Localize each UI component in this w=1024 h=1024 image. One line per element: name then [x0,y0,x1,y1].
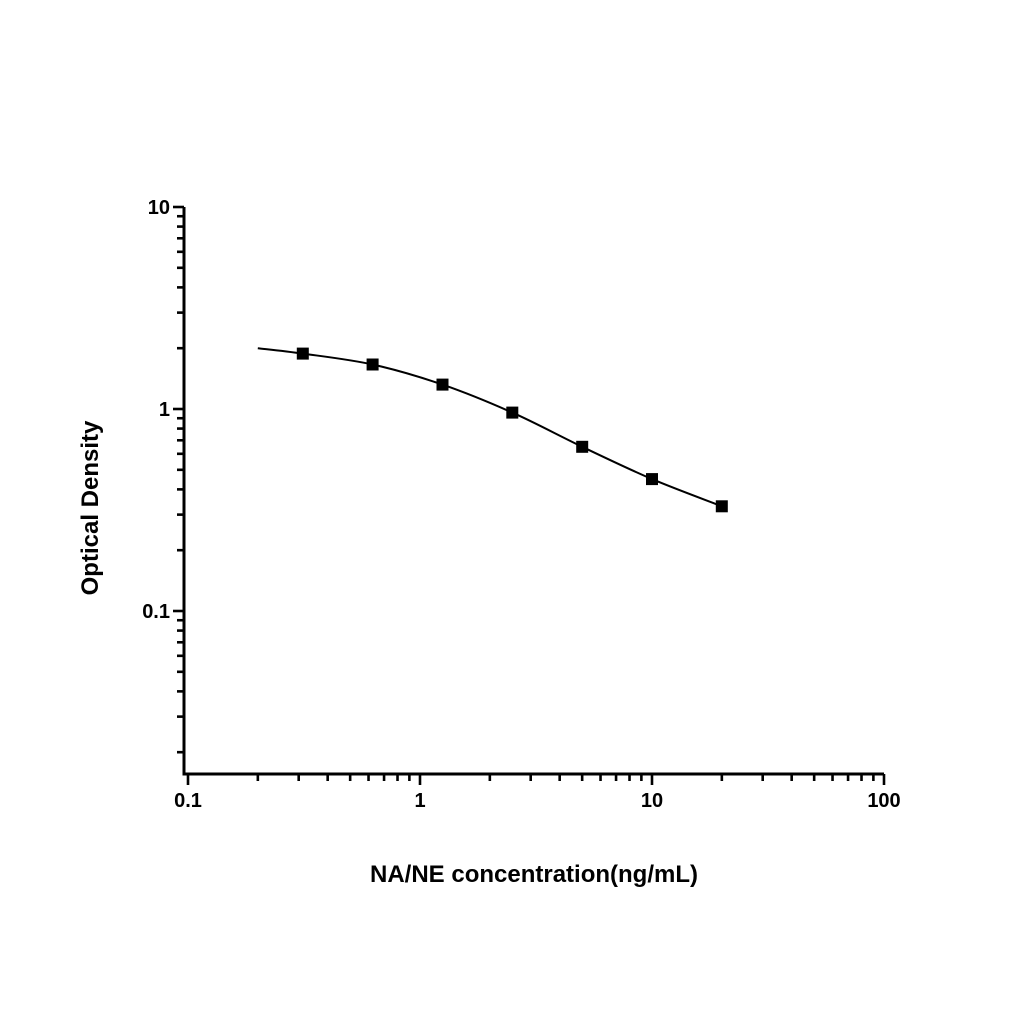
x-axis-title: NA/NE concentration(ng/mL) [370,861,698,888]
y-tick-label: 0.1 [142,601,170,623]
x-axis: 0.1 1 10 100 [174,774,901,812]
data-point-marker [296,347,309,360]
x-tick-label: 10 [641,790,663,812]
x-tick-label: 1 [414,790,425,812]
data-point-marker [576,440,589,453]
y-tick-label: 10 [148,197,170,219]
y-axis-title: Optical Density [77,420,104,596]
data-point-marker [646,473,658,486]
data-point-marker [715,500,728,513]
data-points [296,347,728,513]
y-axis: 10 1 0.1 [142,197,184,754]
y-tick-label: 1 [159,399,170,421]
x-tick-label: 100 [867,790,900,812]
x-tick-label: 0.1 [174,790,202,812]
data-point-marker [506,406,519,419]
axis-spine [182,207,884,776]
data-point-marker [366,358,379,371]
data-point-marker [436,378,449,391]
